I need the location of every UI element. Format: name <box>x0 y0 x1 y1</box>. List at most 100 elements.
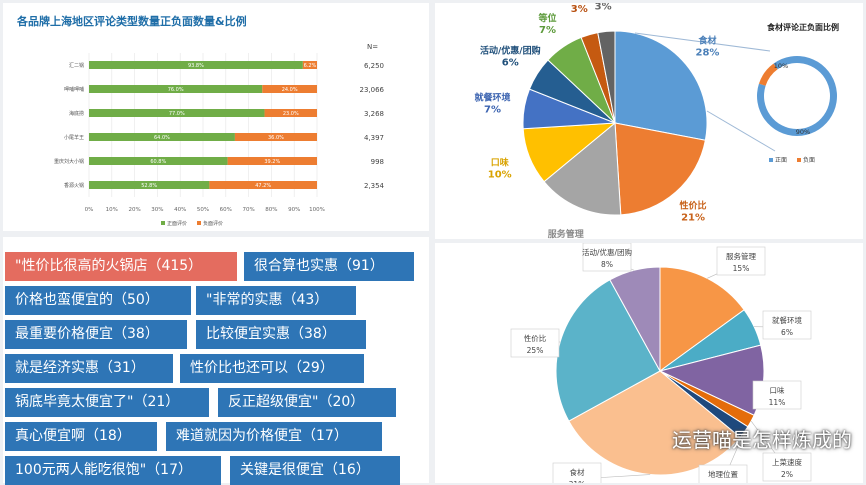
slice-percent-label: 6% <box>502 58 519 69</box>
price-comment-pie-chart: 服务管理 15% 就餐环境 6% 口味 11% 上菜速度 2% 地理位置 2% 食材 31% 性价比 25… <box>510 243 812 483</box>
x-tick-label: 70% <box>242 207 254 213</box>
legend-label: 正面评价 <box>167 220 187 227</box>
positive-bar <box>89 85 263 93</box>
donut-slice <box>758 63 778 86</box>
slice-category-label: 服务管理 <box>726 251 756 261</box>
slice-category-label: 就餐环境 <box>475 92 511 104</box>
comment-tag: 就是经济实惠（31） <box>5 354 173 383</box>
slice-percent-label: 15% <box>733 264 750 273</box>
slice-category-label: 等位 <box>538 12 557 24</box>
slice-percent-label: 3% <box>571 4 588 15</box>
positive-bar <box>89 181 210 189</box>
bar-value-label: 24.0% <box>282 87 298 93</box>
comment-tag: 价格也蛮便宜的（50） <box>5 286 191 315</box>
callout-box <box>582 243 632 272</box>
donut-value-label: 90% <box>796 128 810 136</box>
positive-bar <box>89 109 265 117</box>
aspect-pie-chart: 食材28%性价比21%服务管理15%口味10%就餐环境7%活动/优惠/团购6%等… <box>475 3 776 239</box>
negative-bar <box>227 157 317 165</box>
pie-slice <box>555 279 661 422</box>
bar-value-label: 23.0% <box>283 111 299 117</box>
slice-percent-label: 3% <box>595 3 612 13</box>
slice-category-label: 食材 <box>697 35 716 47</box>
count-value: 998 <box>371 158 384 166</box>
x-tick-label: 80% <box>265 207 277 213</box>
count-value: 3,268 <box>364 110 384 118</box>
pie-slice <box>614 30 708 141</box>
slice-category-label: 上菜速度 <box>772 457 802 467</box>
x-tick-label: 90% <box>288 207 300 213</box>
slice-percent-label: 21% <box>681 213 705 224</box>
legend-swatch <box>197 221 201 225</box>
connector-line <box>706 110 776 152</box>
slice-category-label: 就餐环境 <box>772 315 802 325</box>
comment-tag: "性价比很高的火锅店（415） <box>5 252 237 281</box>
negative-bar <box>209 181 317 189</box>
category-label: 呷哺呷哺 <box>64 86 84 93</box>
positive-bar <box>89 133 235 141</box>
positive-bar <box>89 157 228 165</box>
category-label: 香源火锅 <box>64 182 84 189</box>
callout-box <box>698 464 748 483</box>
callout-box <box>510 328 560 358</box>
bar-value-label: 77.0% <box>169 111 185 117</box>
donut-title: 食材评论正负面比例 <box>767 22 839 32</box>
comment-tag: "非常的实惠（43） <box>196 286 356 315</box>
pie-slice <box>609 266 661 372</box>
x-tick-label: 0% <box>85 207 94 213</box>
legend-swatch <box>797 158 801 162</box>
comment-tag: 难道就因为价格便宜（17） <box>166 422 382 451</box>
callout-box <box>762 452 812 482</box>
negative-bar <box>264 109 317 117</box>
slice-category-label: 口味 <box>770 385 785 395</box>
comment-tag: 100元两人能吃很饱"（17） <box>5 456 221 485</box>
stacked-bar-chart: 各品牌上海地区评论类型数量正负面数量&比例 N= 汇二锅 93.8% 6.2% 6,2… <box>16 14 385 227</box>
negative-bar <box>302 61 317 69</box>
pie-slice <box>614 122 706 216</box>
slice-percent-label: 6% <box>781 328 793 337</box>
slice-percent-label: 2% <box>781 470 793 479</box>
bar-value-label: 36.0% <box>268 135 284 141</box>
bar-value-label: 64.0% <box>154 135 170 141</box>
x-tick-label: 60% <box>220 207 232 213</box>
watermark-text: 运营喵是怎样炼成的 <box>672 428 852 452</box>
legend-swatch <box>769 158 773 162</box>
callout-box <box>762 310 812 340</box>
callout-box <box>552 462 602 483</box>
comment-tag: 最重要价格便宜（38） <box>5 320 187 349</box>
slice-percent-label: 10% <box>488 170 512 181</box>
slice-percent-label: 25% <box>527 346 544 355</box>
legend-label: 正面 <box>775 157 787 164</box>
bar-value-label: 52.8% <box>141 183 157 189</box>
slice-category-label: 性价比 <box>680 200 707 212</box>
pie-slice <box>543 121 622 216</box>
connector-line <box>634 32 771 52</box>
slice-percent-label: 7% <box>484 105 501 116</box>
positive-bar <box>89 61 303 69</box>
comment-tag: 比较便宜实惠（38） <box>196 320 366 349</box>
ingredient-sentiment-donut: 食材评论正负面比例 90% 10% 正面 负面 <box>757 22 839 164</box>
slice-category-label: 活动/优惠/团购 <box>480 45 541 57</box>
x-tick-label: 20% <box>128 207 140 213</box>
comment-tag: 真心便宜啊（18） <box>5 422 157 451</box>
bar-value-label: 39.2% <box>264 159 280 165</box>
count-value: 2,354 <box>364 182 385 190</box>
count-value: 6,250 <box>364 62 384 70</box>
bar-value-label: 6.2% <box>304 63 317 69</box>
slice-category-label: 食材 <box>570 467 585 477</box>
bar-value-label: 76.0% <box>168 87 184 93</box>
slice-category-label: 口味 <box>491 157 509 169</box>
x-tick-label: 100% <box>309 207 325 213</box>
slice-category-label: 性价比 <box>524 333 547 343</box>
bar-value-label: 47.2% <box>255 183 271 189</box>
x-tick-label: 40% <box>174 207 186 213</box>
comment-tag: 性价比也还可以（29） <box>180 354 364 383</box>
slice-category-label: 活动/优惠/团购 <box>582 247 632 257</box>
slice-percent-label: 7% <box>539 25 556 36</box>
slice-percent-label: 11% <box>769 398 786 407</box>
x-tick-label: 50% <box>197 207 209 213</box>
legend-label: 负面 <box>803 156 815 164</box>
category-label: 重庆刘大小锅 <box>54 158 84 165</box>
comment-tag: 关键是很便宜（16） <box>230 456 400 485</box>
bar-value-label: 93.8% <box>188 63 204 69</box>
